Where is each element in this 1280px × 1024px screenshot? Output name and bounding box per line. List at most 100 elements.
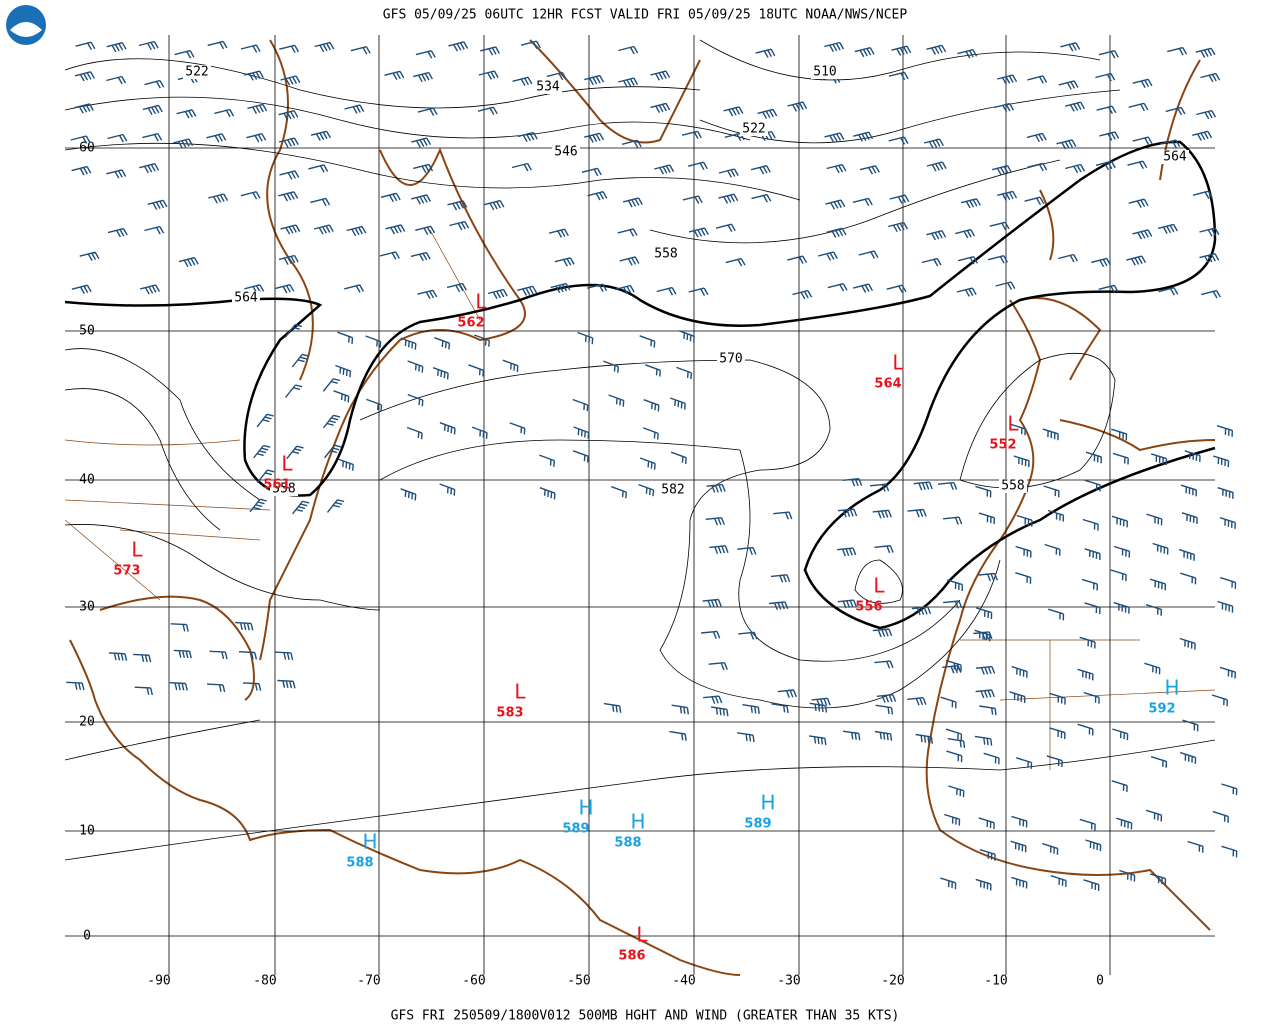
wind-barb: [278, 191, 299, 202]
wind-barb: [988, 255, 1009, 264]
wind-barb: [1058, 80, 1079, 90]
wind-barb: [573, 426, 590, 439]
wind-barb: [108, 652, 128, 661]
wind-barb: [478, 70, 499, 80]
wind-barb: [755, 48, 776, 58]
wind-barb: [1010, 840, 1027, 853]
pressure-value: 573: [113, 564, 140, 579]
wind-barb: [240, 44, 261, 53]
wind-barb: [1112, 728, 1129, 741]
wind-barb: [1042, 428, 1059, 441]
wind-barb: [337, 331, 354, 344]
wind-barb: [997, 74, 1018, 85]
wind-barb: [584, 132, 605, 143]
wind-barb: [975, 878, 992, 891]
wind-barb: [66, 681, 85, 691]
pressure-value: 561: [263, 478, 290, 493]
wind-barb: [638, 483, 655, 497]
wind-barb: [639, 335, 656, 348]
wind-barb: [948, 785, 965, 798]
wind-barb: [1201, 289, 1222, 299]
wind-barb: [603, 702, 622, 713]
wind-barb: [144, 225, 165, 235]
wind-barb: [1013, 455, 1030, 468]
longitude-label: -90: [147, 974, 170, 989]
wind-barb: [1077, 723, 1094, 736]
wind-barb: [1126, 255, 1147, 266]
wind-barb: [1150, 756, 1168, 768]
latitude-label: 60: [79, 141, 95, 156]
wind-barb: [1116, 817, 1133, 830]
wind-barb: [1221, 783, 1238, 796]
wind-barb: [380, 192, 401, 203]
contour-label: 558: [272, 482, 295, 497]
wind-barb: [888, 136, 909, 145]
wind-barb: [337, 458, 354, 471]
wind-barb: [1199, 253, 1220, 264]
wind-barb: [991, 165, 1012, 176]
wind-barb: [842, 478, 863, 487]
map-caption: GFS FRI 250509/1800V012 500MB HGHT AND W…: [391, 1009, 900, 1024]
wind-barb: [1180, 572, 1197, 585]
wind-barb: [1128, 198, 1149, 208]
wind-barb: [487, 288, 508, 300]
wind-barb: [106, 169, 127, 179]
wind-barb: [874, 660, 894, 669]
wind-barb: [178, 256, 199, 268]
wind-barb: [400, 337, 417, 350]
contour-label-bg: [1161, 150, 1189, 164]
wind-barb: [1144, 662, 1161, 675]
wind-barb: [1091, 257, 1112, 268]
wind-barb: [417, 289, 438, 299]
wind-barb: [876, 694, 897, 703]
wind-barb: [1145, 809, 1163, 822]
wind-barb: [279, 170, 300, 180]
wind-barb: [1196, 109, 1217, 120]
wind-barb: [701, 630, 721, 639]
longitude-label: -20: [881, 974, 904, 989]
latitude-label: 50: [79, 324, 95, 339]
wind-barb: [133, 653, 152, 663]
wind-barb: [308, 164, 329, 173]
wind-barb: [1009, 691, 1026, 704]
wind-barb: [1096, 105, 1117, 115]
wind-barb: [134, 686, 153, 696]
pressure-symbol: H: [1164, 676, 1179, 700]
wind-barb: [246, 133, 267, 143]
wind-barb: [811, 697, 831, 707]
wind-barb: [1047, 509, 1065, 522]
wind-barb: [1044, 543, 1061, 556]
wind-barb: [940, 696, 957, 709]
wind-barb: [1083, 691, 1100, 704]
wind-barb: [837, 508, 858, 518]
contour-label: 564: [234, 291, 258, 306]
wind-barb: [546, 71, 567, 81]
wind-barb: [853, 283, 874, 293]
wind-barb: [943, 600, 963, 609]
wind-barb: [411, 194, 432, 205]
wind-barb: [852, 197, 873, 207]
wind-barb: [170, 623, 189, 632]
wind-barb: [875, 704, 894, 715]
wind-barb: [413, 163, 434, 174]
wind-barb: [277, 679, 296, 689]
wind-barb: [926, 161, 947, 172]
wind-barb: [946, 750, 963, 763]
pressure-symbol: H: [760, 791, 775, 815]
wind-barb: [511, 162, 532, 172]
wind-barb: [669, 397, 686, 410]
contour-label-bg: [270, 482, 298, 496]
wind-barb: [256, 413, 274, 428]
wind-barb: [1132, 229, 1153, 240]
wind-barb: [322, 414, 341, 429]
pressure-value: 589: [744, 817, 771, 832]
wind-barb: [173, 138, 194, 149]
wind-barb: [284, 324, 302, 338]
latitude-label: 0: [83, 929, 91, 944]
pressure-symbol: L: [636, 923, 648, 947]
wind-barb: [278, 254, 299, 266]
wind-barb: [415, 50, 436, 59]
wind-barb: [75, 41, 96, 51]
wind-barb: [1026, 132, 1047, 143]
